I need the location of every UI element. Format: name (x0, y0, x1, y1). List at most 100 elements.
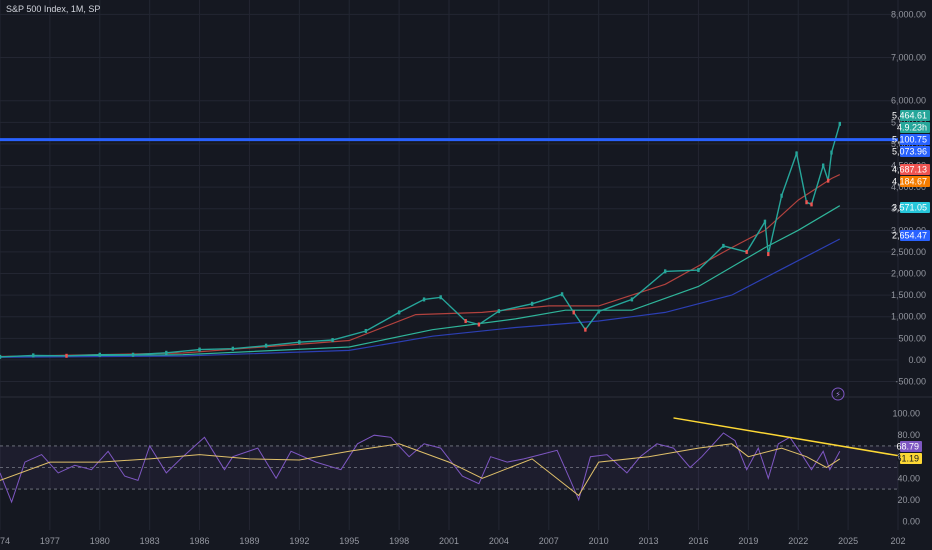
price-point (364, 328, 368, 333)
x-tick-label: 1992 (289, 536, 309, 546)
price-point (597, 309, 600, 314)
price-point (830, 150, 833, 155)
chart-title: S&P 500 Index, 1M, SP (6, 4, 101, 14)
price-point (530, 301, 534, 306)
price-y-tick-label: 4,000.00 (891, 182, 926, 192)
price-label-text: 3,571.05 (892, 203, 927, 213)
price-y-tick-label: 7,000.00 (891, 53, 926, 63)
price-label-bg (900, 202, 930, 213)
price-point (331, 338, 334, 343)
price-point (198, 347, 201, 352)
price-label-text: 2,654.47 (892, 231, 927, 241)
price-label-tag: 5,073.96 (892, 146, 930, 157)
moving-average-line (0, 174, 841, 358)
price-y-tick-label: 8,000.00 (891, 9, 926, 19)
price-y-tick-label: 0.00 (908, 355, 926, 365)
rsi-y-tick-label: 40.00 (897, 473, 920, 483)
price-point (264, 343, 268, 348)
x-tick-label: 1998 (389, 536, 409, 546)
rsi-value-text: 68.79 (896, 442, 919, 452)
price-labels: 5,464.61 4.9.23h 5,100.75 5,073.96 4,687.13 4… (892, 110, 930, 241)
price-point (780, 193, 783, 198)
price-y-tick-label: 2,000.00 (891, 269, 926, 279)
price-point (560, 292, 564, 297)
rsi-value-tag: 61.19 (896, 453, 922, 464)
price-points (0, 121, 841, 359)
price-point (298, 340, 301, 345)
price-label-bg (900, 110, 930, 121)
price-point (763, 219, 767, 224)
price-label-text: 5,100.75 (892, 135, 927, 145)
price-label-text: 4,184.67 (892, 177, 927, 187)
moving-average-line (0, 238, 841, 358)
price-point (630, 297, 634, 302)
lightning-glyph: ⚡ (835, 390, 841, 399)
price-grid: 8,000.007,000.006,000.005,500.005,000.00… (0, 9, 926, 387)
price-label-text: 5,073.96 (892, 147, 927, 157)
price-y-tick-label: -500.00 (895, 377, 926, 387)
price-point (745, 249, 748, 254)
price-point (397, 310, 401, 315)
price-point (464, 319, 467, 324)
price-point (231, 346, 235, 351)
x-tick-label: 2013 (639, 536, 659, 546)
x-axis: 1974 1977 1980 1983 1986 1989 1992 1995 1998 2001… (0, 0, 906, 546)
price-point (821, 163, 825, 168)
x-tick-label: 2001 (439, 536, 459, 546)
price-point (572, 310, 575, 315)
x-tick-label: 2025 (838, 536, 858, 546)
price-label-bg (900, 230, 930, 241)
x-tick-label: 1980 (90, 536, 110, 546)
price-point (838, 121, 841, 126)
rsi-value-bg (900, 441, 922, 452)
x-tick-label: 1986 (190, 536, 210, 546)
price-label-text: 4.9.23h (897, 123, 927, 133)
x-tick-label: 202 (890, 536, 905, 546)
price-point (795, 151, 798, 156)
x-tick-label: 1983 (140, 536, 160, 546)
price-point (0, 354, 2, 359)
price-point (165, 350, 168, 355)
price-label-bg (900, 164, 930, 175)
price-point (805, 200, 808, 205)
x-tick-label: 1995 (339, 536, 359, 546)
x-tick-label: 2019 (738, 536, 758, 546)
price-y-tick-label: 2,500.00 (891, 247, 926, 257)
x-tick-label: 2004 (489, 536, 509, 546)
rsi-y-tick-label: 100.00 (892, 409, 920, 419)
price-label-bg (900, 134, 930, 145)
price-label-tag: 4,687.13 (892, 164, 930, 175)
price-point (697, 268, 700, 273)
price-point (663, 269, 667, 274)
x-tick-label: 2022 (788, 536, 808, 546)
rsi-trendline (673, 417, 899, 457)
rsi-y-tick-label: 80.00 (897, 430, 920, 440)
price-y-tick-label: 1,000.00 (891, 312, 926, 322)
price-label-bg (900, 122, 930, 133)
price-label-tag: 4,184.67 (892, 176, 930, 187)
price-label-text: 5,464.61 (892, 111, 927, 121)
price-y-tick-label: 1,500.00 (891, 290, 926, 300)
x-tick-label: 2016 (688, 536, 708, 546)
rsi-y-tick-label: 20.00 (897, 495, 920, 505)
price-label-bg (900, 176, 930, 187)
lightning-icon (831, 387, 845, 401)
x-tick-label: 1989 (239, 536, 259, 546)
price-point (98, 352, 101, 357)
price-point (477, 322, 481, 327)
rsi-value-text: 61.19 (896, 454, 919, 464)
rsi-value-tag: 68.79 (896, 441, 922, 452)
price-point (722, 243, 725, 248)
price-point (65, 353, 68, 358)
price-point (584, 327, 587, 332)
price-label-tag: 3,571.05 (892, 202, 930, 213)
x-tick-label: 2007 (539, 536, 559, 546)
moving-average-line (0, 205, 841, 358)
x-tick-label: 1974 (0, 536, 10, 546)
price-label-tag: 5,464.61 (892, 110, 930, 121)
price-label-tag: 5,100.75 (892, 134, 930, 145)
rsi-value-bg (900, 453, 922, 464)
price-point (767, 252, 770, 257)
price-point (32, 353, 35, 358)
